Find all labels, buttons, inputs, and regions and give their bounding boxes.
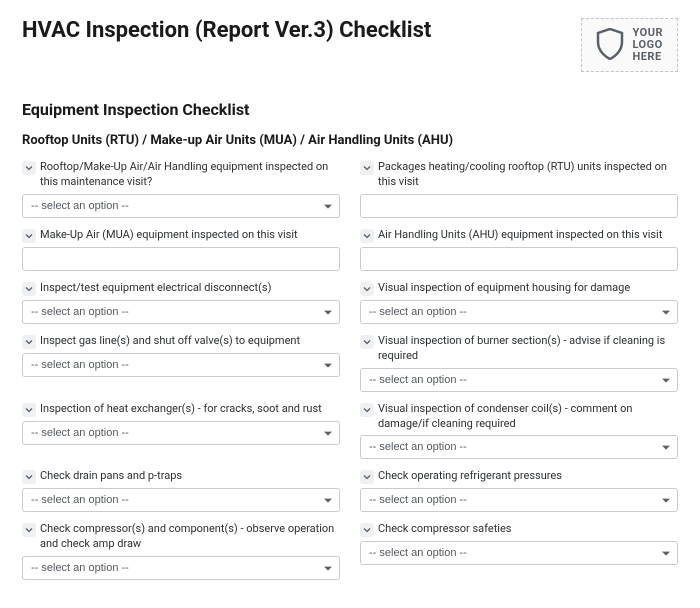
input-rtu-packages[interactable]: [360, 194, 678, 218]
field-label: Packages heating/cooling rooftop (RTU) u…: [378, 160, 678, 190]
shield-icon: [596, 28, 624, 63]
chevron-down-icon: [25, 285, 33, 293]
field-housing-damage: Visual inspection of equipment housing f…: [360, 281, 678, 324]
select-compressor-components[interactable]: -- select an option --: [22, 556, 340, 580]
select-drain-pans[interactable]: -- select an option --: [22, 488, 340, 512]
select-compressor-safeties[interactable]: -- select an option --: [360, 541, 678, 565]
chevron-down-icon: [25, 406, 33, 414]
chevron-down-icon: [363, 285, 371, 293]
field-label: Check drain pans and p-traps: [40, 469, 182, 484]
input-ahu-inspected[interactable]: [360, 247, 678, 271]
collapse-toggle[interactable]: [360, 282, 374, 296]
collapse-toggle[interactable]: [360, 470, 374, 484]
select-rooftop-inspected[interactable]: -- select an option --: [22, 194, 340, 218]
field-heat-exchanger: Inspection of heat exchanger(s) - for cr…: [22, 402, 340, 445]
input-mua-inspected[interactable]: [22, 247, 340, 271]
collapse-toggle[interactable]: [22, 229, 36, 243]
subsection-title: Rooftop Units (RTU) / Make-up Air Units …: [22, 133, 678, 148]
logo-placeholder: YOUR LOGO HERE: [581, 18, 678, 72]
collapse-toggle[interactable]: [22, 403, 36, 417]
chevron-down-icon: [363, 473, 371, 481]
collapse-toggle[interactable]: [22, 282, 36, 296]
collapse-toggle[interactable]: [360, 523, 374, 537]
field-compressor-safeties: Check compressor safeties -- select an o…: [360, 522, 678, 565]
select-housing-damage[interactable]: -- select an option --: [360, 300, 678, 324]
field-mua-inspected: Make-Up Air (MUA) equipment inspected on…: [22, 228, 340, 271]
collapse-toggle[interactable]: [360, 229, 374, 243]
chevron-down-icon: [25, 473, 33, 481]
collapse-toggle[interactable]: [22, 335, 36, 349]
select-refrigerant-pressures[interactable]: -- select an option --: [360, 488, 678, 512]
field-burner-section: Visual inspection of burner section(s) -…: [360, 334, 678, 392]
field-label: Inspect gas line(s) and shut off valve(s…: [40, 334, 300, 349]
field-label: Make-Up Air (MUA) equipment inspected on…: [40, 228, 298, 243]
chevron-down-icon: [25, 338, 33, 346]
select-burner-section[interactable]: -- select an option --: [360, 368, 678, 392]
select-heat-exchanger[interactable]: -- select an option --: [22, 421, 340, 445]
field-compressor-components: Check compressor(s) and component(s) - o…: [22, 522, 340, 580]
field-gas-line: Inspect gas line(s) and shut off valve(s…: [22, 334, 340, 377]
chevron-down-icon: [363, 338, 371, 346]
field-ahu-inspected: Air Handling Units (AHU) equipment inspe…: [360, 228, 678, 271]
collapse-toggle[interactable]: [22, 523, 36, 537]
select-gas-line[interactable]: -- select an option --: [22, 353, 340, 377]
chevron-down-icon: [25, 164, 33, 172]
collapse-toggle[interactable]: [360, 161, 374, 175]
chevron-down-icon: [363, 526, 371, 534]
chevron-down-icon: [363, 406, 371, 414]
chevron-down-icon: [363, 164, 371, 172]
section-title: Equipment Inspection Checklist: [22, 100, 678, 119]
collapse-toggle[interactable]: [22, 470, 36, 484]
field-label: Air Handling Units (AHU) equipment inspe…: [378, 228, 662, 243]
page-title: HVAC Inspection (Report Ver.3) Checklist: [22, 18, 431, 44]
select-electrical-disconnect[interactable]: -- select an option --: [22, 300, 340, 324]
field-label: Check operating refrigerant pressures: [378, 469, 562, 484]
field-label: Visual inspection of equipment housing f…: [378, 281, 630, 296]
select-condenser-coil[interactable]: -- select an option --: [360, 435, 678, 459]
collapse-toggle[interactable]: [360, 403, 374, 417]
field-label: Inspect/test equipment electrical discon…: [40, 281, 271, 296]
chevron-down-icon: [25, 232, 33, 240]
collapse-toggle[interactable]: [22, 161, 36, 175]
field-electrical-disconnect: Inspect/test equipment electrical discon…: [22, 281, 340, 324]
field-label: Check compressor safeties: [378, 522, 511, 537]
field-label: Inspection of heat exchanger(s) - for cr…: [40, 402, 322, 417]
field-label: Check compressor(s) and component(s) - o…: [40, 522, 340, 552]
field-refrigerant-pressures: Check operating refrigerant pressures --…: [360, 469, 678, 512]
field-label: Visual inspection of condenser coil(s) -…: [378, 402, 678, 432]
field-condenser-coil: Visual inspection of condenser coil(s) -…: [360, 402, 678, 460]
chevron-down-icon: [363, 232, 371, 240]
field-label: Rooftop/Make-Up Air/Air Handling equipme…: [40, 160, 340, 190]
form-grid: Rooftop/Make-Up Air/Air Handling equipme…: [22, 160, 678, 590]
logo-text-3: HERE: [632, 51, 663, 63]
collapse-toggle[interactable]: [360, 335, 374, 349]
chevron-down-icon: [25, 526, 33, 534]
field-rooftop-inspected: Rooftop/Make-Up Air/Air Handling equipme…: [22, 160, 340, 218]
field-label: Visual inspection of burner section(s) -…: [378, 334, 678, 364]
field-rtu-packages: Packages heating/cooling rooftop (RTU) u…: [360, 160, 678, 218]
field-drain-pans: Check drain pans and p-traps -- select a…: [22, 469, 340, 512]
